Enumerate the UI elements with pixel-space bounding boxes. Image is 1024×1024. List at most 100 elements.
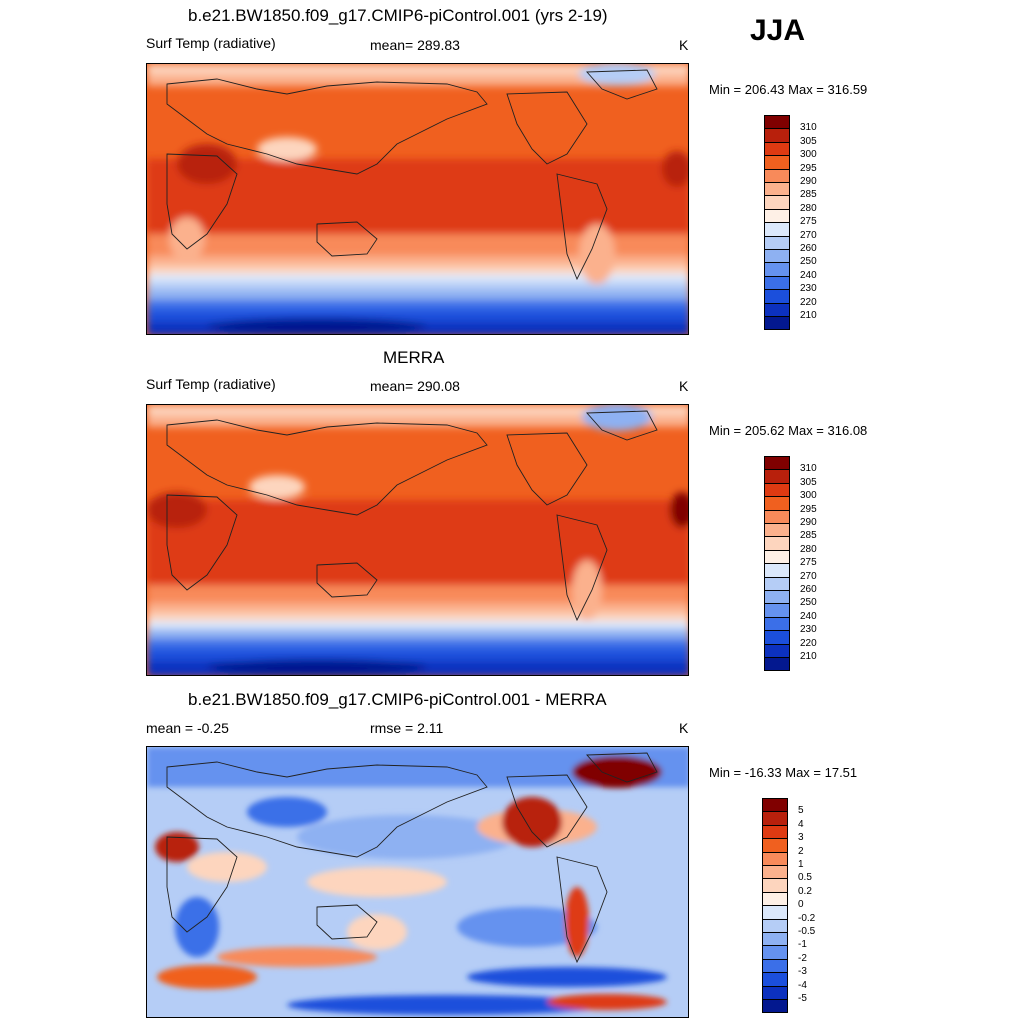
colorbar-tick-label: -0.5 bbox=[798, 926, 816, 937]
colorbar-tick-label: -2 bbox=[798, 952, 807, 964]
colorbar-swatch bbox=[762, 932, 788, 947]
colorbar-swatch bbox=[764, 630, 790, 645]
colorbar-tick-label: -1 bbox=[798, 939, 807, 951]
panel-1-variable-label: Surf Temp (radiative) bbox=[146, 35, 276, 51]
colorbar-swatch bbox=[764, 590, 790, 605]
season-label: JJA bbox=[750, 14, 806, 47]
colorbar-tick-label: 210 bbox=[800, 651, 817, 662]
colorbar-tick-label: 275 bbox=[800, 557, 817, 569]
colorbar-swatch bbox=[764, 563, 790, 578]
colorbar-swatch bbox=[762, 798, 788, 813]
colorbar-tick-label: 3 bbox=[798, 832, 804, 844]
colorbar-swatch bbox=[764, 616, 790, 632]
panel-3-rmse-label: rmse = 2.11 bbox=[370, 720, 444, 736]
panel-2-units-label: K bbox=[679, 378, 689, 394]
colorbar-swatch bbox=[764, 289, 790, 304]
colorbar-swatch bbox=[764, 155, 790, 170]
panel-3-mean-label: mean = -0.25 bbox=[146, 720, 229, 736]
colorbar-swatch bbox=[762, 918, 788, 933]
colorbar-swatch bbox=[764, 316, 790, 331]
colorbar-swatch bbox=[764, 456, 790, 471]
colorbar-tick-label: 280 bbox=[800, 543, 817, 555]
colorbar-swatch bbox=[764, 275, 790, 291]
colorbar-tick-label: 300 bbox=[800, 149, 817, 161]
colorbar-swatch bbox=[764, 249, 790, 264]
panel-2-mean-label: mean= 290.08 bbox=[370, 378, 460, 394]
colorbar-swatch bbox=[764, 482, 790, 498]
colorbar-tick-label: -0.2 bbox=[798, 912, 816, 924]
colorbar-swatch bbox=[764, 168, 790, 183]
colorbar-swatch bbox=[762, 958, 788, 974]
colorbar-swatch bbox=[762, 851, 788, 866]
colorbar-tick-label: 270 bbox=[800, 570, 817, 582]
panel-3-units-label: K bbox=[679, 720, 689, 736]
colorbar-tick-label: 310 bbox=[800, 463, 817, 475]
colorbar-swatch bbox=[762, 824, 788, 840]
colorbar-swatch bbox=[764, 509, 790, 524]
colorbar-swatch bbox=[764, 195, 790, 210]
panel-2-title: MERRA bbox=[383, 348, 445, 367]
colorbar-tick-label: 0.5 bbox=[798, 872, 812, 884]
colorbar-tick-label: 285 bbox=[800, 189, 817, 201]
colorbar-tick-label: 4 bbox=[798, 818, 804, 830]
colorbar-tick-label: 240 bbox=[800, 269, 817, 281]
colorbar-swatch bbox=[762, 905, 788, 920]
colorbar-tick-label: 290 bbox=[800, 176, 817, 187]
panel-1-title: b.e21.BW1850.f09_g17.CMIP6-piControl.001… bbox=[188, 6, 608, 25]
colorbar-swatch bbox=[764, 262, 790, 277]
panel-3-title: b.e21.BW1850.f09_g17.CMIP6-piControl.001… bbox=[188, 690, 607, 709]
colorbar-swatch bbox=[764, 469, 790, 484]
colorbar-swatch bbox=[764, 302, 790, 317]
colorbar-tick-label: 285 bbox=[800, 530, 817, 542]
colorbar-tick-label: 220 bbox=[800, 637, 817, 649]
colorbar-tick-label: 295 bbox=[800, 503, 817, 515]
colorbar-tick-label: 275 bbox=[800, 216, 817, 228]
colorbar-swatch bbox=[762, 811, 788, 826]
colorbar-swatch bbox=[764, 182, 790, 197]
colorbar-tick-label: 280 bbox=[800, 202, 817, 214]
colorbar-tick-label: -3 bbox=[798, 966, 807, 978]
colorbar-swatch bbox=[762, 865, 788, 880]
colorbar-swatch bbox=[764, 222, 790, 237]
colorbar-swatch bbox=[764, 141, 790, 157]
colorbar-tick-label: 5 bbox=[798, 805, 804, 817]
colorbar-swatch bbox=[764, 643, 790, 658]
colorbar-tick-label: 220 bbox=[800, 296, 817, 308]
colorbar-swatch bbox=[764, 576, 790, 591]
colorbar-swatch bbox=[764, 657, 790, 672]
colorbar-tick-label: 1 bbox=[798, 859, 804, 870]
colorbar-tick-label: 250 bbox=[800, 597, 817, 609]
colorbar-swatch bbox=[762, 891, 788, 907]
panel-1-minmax-label: Min = 206.43 Max = 316.59 bbox=[709, 82, 868, 97]
colorbar-tick-label: 290 bbox=[800, 517, 817, 528]
colorbar-swatch bbox=[764, 128, 790, 143]
colorbar-tick-label: 260 bbox=[800, 584, 817, 595]
colorbar-tick-label: 305 bbox=[800, 135, 817, 147]
colorbar-swatch bbox=[764, 536, 790, 551]
colorbar-swatch bbox=[762, 972, 788, 987]
colorbar-tick-label: 230 bbox=[800, 624, 817, 636]
colorbar-swatch bbox=[762, 945, 788, 960]
colorbar-swatch bbox=[762, 838, 788, 853]
colorbar-swatch bbox=[764, 235, 790, 250]
colorbar-swatch bbox=[764, 549, 790, 565]
colorbar-tick-label: -4 bbox=[798, 979, 807, 991]
colorbar-swatch bbox=[764, 603, 790, 618]
colorbar-swatch bbox=[764, 115, 790, 130]
colorbar-tick-label: 230 bbox=[800, 283, 817, 295]
panel-1-mean-label: mean= 289.83 bbox=[370, 37, 460, 53]
colorbar-tick-label: 240 bbox=[800, 610, 817, 622]
colorbar-tick-label: 310 bbox=[800, 122, 817, 134]
colorbar-swatch bbox=[764, 496, 790, 511]
colorbar-swatch bbox=[762, 985, 788, 1000]
colorbar-tick-label: 210 bbox=[800, 310, 817, 321]
colorbar-tick-label: 0 bbox=[798, 899, 804, 911]
colorbar-tick-label: 305 bbox=[800, 476, 817, 488]
colorbar-tick-label: 0.2 bbox=[798, 885, 812, 897]
colorbar-tick-label: -5 bbox=[798, 993, 807, 1004]
panel-1-model-map bbox=[146, 63, 689, 335]
colorbar-swatch bbox=[764, 208, 790, 224]
colorbar-tick-label: 270 bbox=[800, 229, 817, 241]
colorbar-tick-label: 250 bbox=[800, 256, 817, 268]
panel-2-minmax-label: Min = 205.62 Max = 316.08 bbox=[709, 423, 868, 438]
